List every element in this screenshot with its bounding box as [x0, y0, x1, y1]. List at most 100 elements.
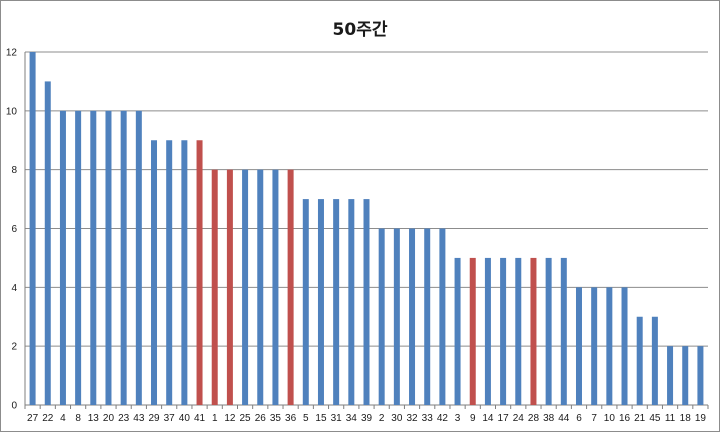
- x-tick-label: 17: [498, 413, 510, 424]
- bar: [409, 228, 416, 405]
- bar: [636, 316, 643, 405]
- bar: [181, 140, 188, 405]
- x-tick-label: 12: [224, 413, 236, 424]
- x-tick-label: 4: [60, 413, 66, 424]
- x-tick-label: 13: [88, 413, 100, 424]
- x-tick-label: 33: [422, 413, 434, 424]
- x-tick-label: 35: [270, 413, 282, 424]
- x-tick-label: 25: [240, 413, 252, 424]
- bar: [545, 257, 552, 405]
- x-tick-label: 44: [558, 413, 570, 424]
- bar: [697, 346, 704, 405]
- y-tick-label: 8: [11, 165, 17, 176]
- bar: [59, 110, 66, 405]
- bar: [469, 257, 476, 405]
- bar: [302, 199, 309, 405]
- bar: [135, 110, 142, 405]
- x-tick-label: 23: [118, 413, 130, 424]
- bar: [378, 228, 385, 405]
- bar: [393, 228, 400, 405]
- chart-title: 50주간: [332, 20, 388, 40]
- bar: [484, 257, 491, 405]
- x-tick-label: 14: [482, 413, 494, 424]
- bar: [272, 169, 279, 405]
- x-tick-label: 16: [619, 413, 631, 424]
- bar: [515, 257, 522, 405]
- bar: [287, 169, 294, 405]
- bar: [651, 316, 658, 405]
- bar: [196, 140, 203, 405]
- bar: [317, 199, 324, 405]
- bar: [242, 169, 249, 405]
- bar: [348, 199, 355, 405]
- x-tick-label: 40: [179, 413, 191, 424]
- x-tick-label: 29: [148, 413, 160, 424]
- x-tick-label: 28: [528, 413, 540, 424]
- x-tick-label: 11: [665, 413, 676, 424]
- x-tick-label: 30: [391, 413, 403, 424]
- bar: [151, 140, 158, 405]
- bar: [257, 169, 264, 405]
- x-tick-label: 31: [331, 413, 343, 424]
- x-tick-label: 21: [634, 413, 646, 424]
- bar: [226, 169, 233, 405]
- bar: [90, 110, 97, 405]
- x-tick-label: 43: [133, 413, 145, 424]
- x-tick-label: 36: [285, 413, 297, 424]
- bar: [424, 228, 431, 405]
- bar: [105, 110, 112, 405]
- x-tick-label: 19: [695, 413, 707, 424]
- x-tick-label: 41: [194, 413, 206, 424]
- y-tick-label: 4: [11, 283, 17, 294]
- x-tick-label: 3: [455, 413, 461, 424]
- x-tick-label: 8: [75, 413, 81, 424]
- x-tick-label: 5: [303, 413, 309, 424]
- bar: [606, 287, 613, 405]
- bar: [211, 169, 218, 405]
- bar: [120, 110, 127, 405]
- x-tick-label: 9: [470, 413, 476, 424]
- bar: [575, 287, 582, 405]
- x-tick-label: 37: [164, 413, 176, 424]
- bar: [44, 81, 51, 406]
- x-tick-label: 6: [576, 413, 582, 424]
- x-tick-label: 42: [437, 413, 449, 424]
- x-tick-label: 1: [212, 413, 218, 424]
- bar: [363, 199, 370, 405]
- x-tick-label: 26: [255, 413, 267, 424]
- x-tick-label: 38: [543, 413, 555, 424]
- x-tick-label: 2: [379, 413, 385, 424]
- y-tick-label: 6: [11, 224, 17, 235]
- x-tick-label: 10: [604, 413, 616, 424]
- x-tick-label: 24: [513, 413, 525, 424]
- x-tick-label: 45: [649, 413, 661, 424]
- bar: [333, 199, 340, 405]
- y-tick-label: 12: [6, 48, 18, 59]
- x-tick-label: 34: [346, 413, 358, 424]
- bar: [439, 228, 446, 405]
- x-tick-label: 20: [103, 413, 115, 424]
- x-tick-label: 18: [680, 413, 692, 424]
- bar: [560, 257, 567, 405]
- bar: [75, 110, 82, 405]
- x-tick-label: 39: [361, 413, 373, 424]
- x-tick-label: 27: [27, 413, 39, 424]
- bar: [667, 346, 674, 405]
- bar: [29, 52, 36, 405]
- bar: [591, 287, 598, 405]
- x-tick-label: 32: [406, 413, 418, 424]
- bar: [500, 257, 507, 405]
- x-tick-label: 22: [42, 413, 54, 424]
- y-tick-label: 0: [11, 401, 17, 412]
- bar: [166, 140, 173, 405]
- bar: [530, 257, 537, 405]
- x-tick-label: 15: [315, 413, 327, 424]
- y-tick-label: 2: [11, 342, 17, 353]
- bar: [454, 257, 461, 405]
- y-tick-label: 10: [6, 106, 18, 117]
- bar: [621, 287, 628, 405]
- bar: [682, 346, 689, 405]
- x-tick-label: 7: [591, 413, 597, 424]
